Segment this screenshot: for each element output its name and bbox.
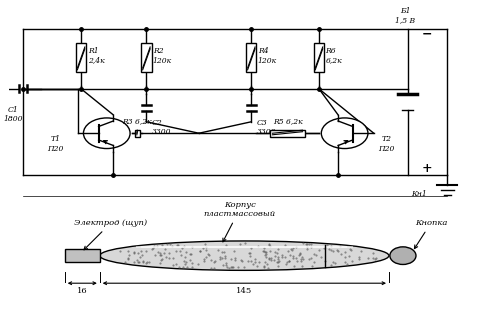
Text: 16: 16 [77,287,87,295]
Text: −: − [422,27,432,40]
Ellipse shape [100,241,389,271]
Text: R1
2,4к: R1 2,4к [87,47,104,65]
Text: R3 6,2к: R3 6,2к [122,118,152,126]
Bar [314,43,324,72]
Text: R2
120к: R2 120к [153,47,172,65]
Text: C3
3300: C3 3300 [257,119,276,136]
Ellipse shape [390,247,416,265]
Text: T1
П20: T1 П20 [47,135,64,153]
Text: R4
120к: R4 120к [258,47,277,65]
Text: Кн1: Кн1 [412,190,427,198]
Text: R5 6,2к: R5 6,2к [272,118,302,126]
Text: T2
П20: T2 П20 [379,135,395,153]
Text: +: + [422,162,432,175]
Circle shape [321,118,368,149]
Bar [134,130,140,137]
Text: Электрод (щуп): Электрод (щуп) [74,219,147,250]
Text: Кнопка: Кнопка [414,219,447,249]
Text: 145: 145 [236,287,252,295]
Bar [141,43,152,72]
Text: R6
6,2к: R6 6,2к [326,47,342,65]
Text: C1
1800: C1 1800 [4,106,23,123]
Bar [65,249,100,262]
Circle shape [84,118,130,149]
Bar [246,43,257,72]
Bar [76,43,86,72]
Text: Б1
1,5 В: Б1 1,5 В [395,7,415,25]
Bar [270,130,305,137]
Text: Корпус
пластмассовый: Корпус пластмассовый [204,201,276,242]
Text: C2
3300: C2 3300 [152,119,172,136]
